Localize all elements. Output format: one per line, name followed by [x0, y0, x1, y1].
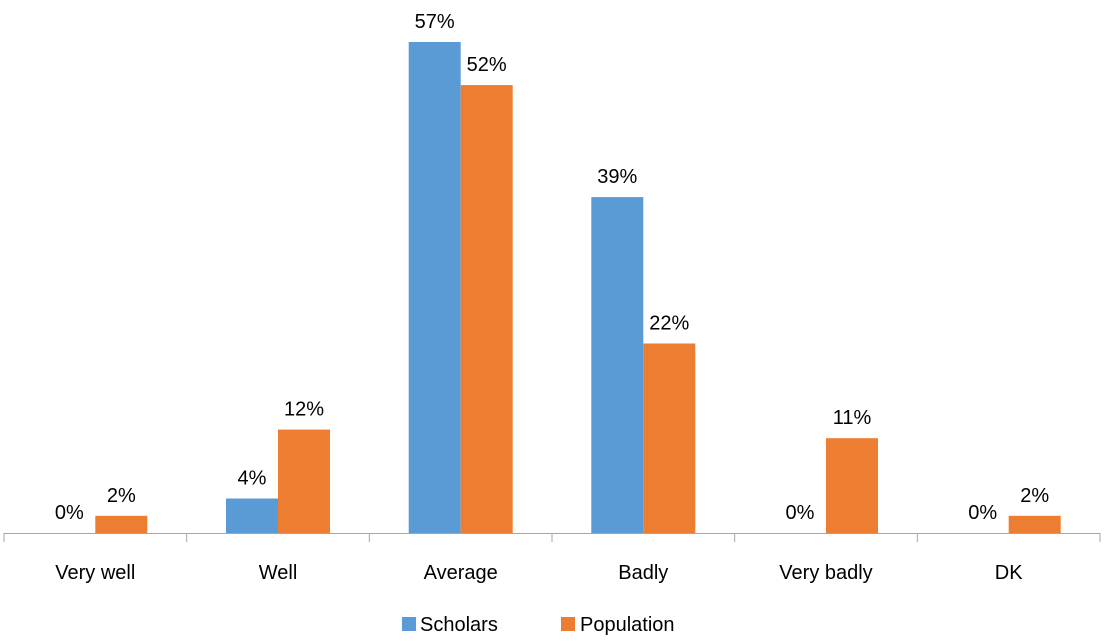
data-label-population-well: 12% [284, 399, 324, 421]
category-label-badly: Badly [618, 562, 668, 584]
bar-population-very-well [95, 515, 148, 533]
category-label-dk: DK [995, 562, 1023, 584]
data-label-scholars-average: 57% [415, 11, 455, 33]
data-label-population-very-badly: 11% [833, 407, 872, 429]
bar-population-average [460, 85, 513, 533]
data-label-population-average: 52% [467, 54, 507, 76]
data-label-population-badly: 22% [649, 313, 689, 335]
legend-swatch-scholars [402, 617, 416, 631]
x-axis [3, 533, 1101, 542]
legend-swatch-population [561, 617, 575, 631]
bar-population-very-badly [826, 438, 878, 533]
data-labels-layer: 0% 2% 4% 12% 57% 52% 39% 22% 0% 11% 0% 2% [55, 11, 1050, 524]
legend: Scholars Population [402, 614, 675, 636]
category-label-very-badly: Very badly [779, 562, 872, 584]
data-label-scholars-very-badly: 0% [786, 502, 815, 524]
data-label-scholars-badly: 39% [597, 166, 637, 188]
legend-label-population: Population [580, 614, 675, 636]
data-label-population-very-well: 2% [107, 485, 136, 507]
bar-scholars-average [408, 42, 461, 533]
category-label-very-well: Very well [55, 562, 135, 584]
data-label-population-dk: 2% [1020, 485, 1049, 507]
bars-layer [95, 42, 1061, 533]
legend-label-scholars: Scholars [420, 614, 498, 636]
data-label-scholars-very-well: 0% [55, 502, 84, 524]
category-labels: Very well Well Average Badly Very badly DK [55, 562, 1023, 584]
bar-population-badly [643, 343, 696, 533]
bar-scholars-badly [591, 197, 644, 533]
data-label-scholars-well: 4% [238, 468, 267, 490]
bar-scholars-well [226, 498, 278, 533]
data-label-scholars-dk: 0% [968, 502, 997, 524]
bar-population-dk [1008, 515, 1061, 533]
category-label-well: Well [259, 562, 298, 584]
category-label-average: Average [424, 562, 498, 584]
bar-population-well [278, 429, 330, 533]
